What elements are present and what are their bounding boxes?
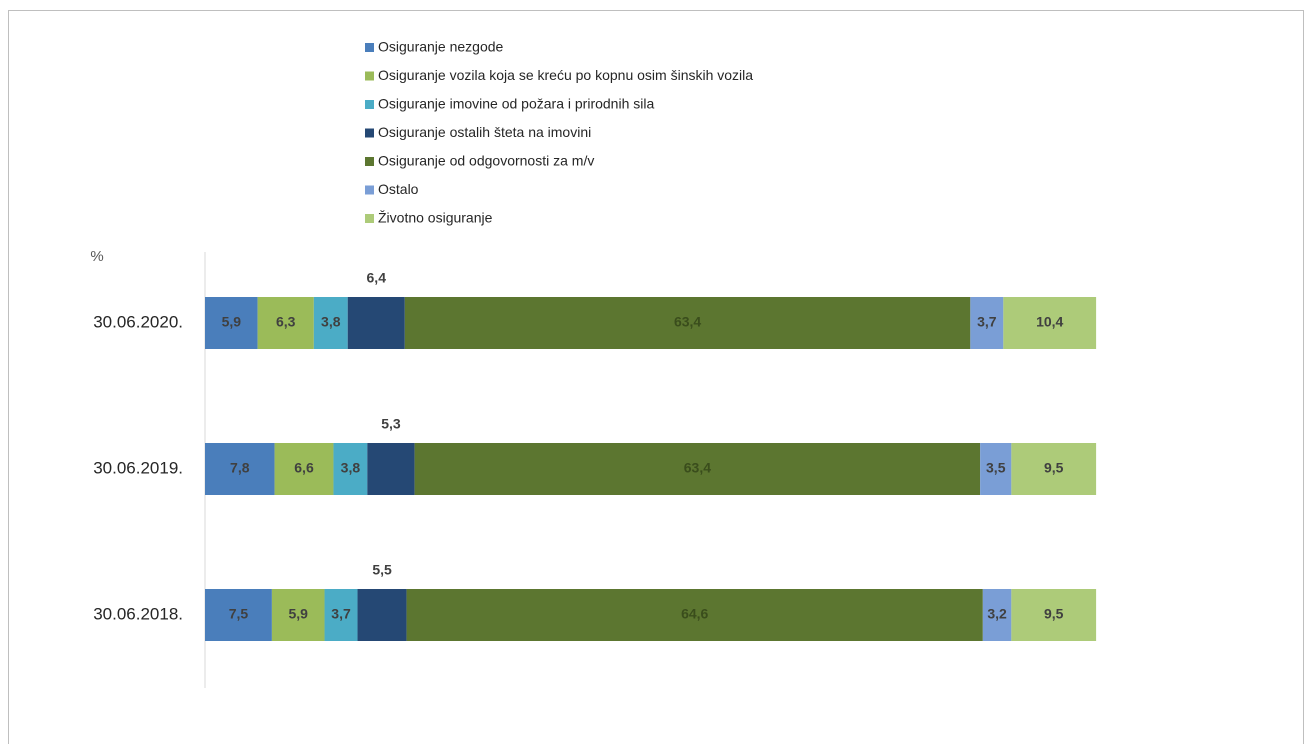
- legend-swatch: [365, 214, 374, 223]
- frame: [8, 10, 1304, 749]
- bar-segment: [205, 589, 272, 641]
- legend-swatch: [365, 185, 374, 195]
- bar-segment: [414, 443, 981, 495]
- category-label: 30.06.2018.: [93, 604, 183, 623]
- bar-segment: [980, 443, 1012, 495]
- bar-segment: [274, 443, 334, 495]
- value-label: 5,5: [372, 562, 392, 578]
- legend-label: Osiguranje nezgode: [378, 39, 504, 55]
- value-label: 3,5: [986, 460, 1006, 476]
- axis-unit: %: [90, 248, 103, 265]
- legend-label: Osiguranje vozila koja se kreću po kopnu…: [378, 67, 753, 83]
- legend-swatch: [365, 157, 374, 166]
- value-label: 6,6: [294, 460, 314, 476]
- bar-segment: [404, 297, 971, 349]
- bar-segment: [313, 297, 348, 349]
- bar-segment: [367, 443, 415, 495]
- legend-label: Osiguranje od odgovornosti za m/v: [378, 153, 594, 169]
- value-label: 64,6: [681, 606, 708, 622]
- bar-segment: [257, 297, 314, 349]
- legend-label: Životno osiguranje: [378, 210, 493, 226]
- value-label: 3,8: [341, 460, 361, 476]
- value-label: 9,5: [1044, 460, 1064, 476]
- value-label: 63,4: [684, 460, 711, 476]
- legend-label: Osiguranje imovine od požara i prirodnih…: [378, 96, 654, 112]
- legend-swatch: [365, 100, 374, 109]
- bar-segment: [333, 443, 368, 495]
- bar-segment: [1011, 443, 1097, 495]
- value-label: 9,5: [1044, 606, 1064, 622]
- bar-segment: [357, 589, 407, 641]
- value-label: 3,8: [321, 314, 341, 330]
- bar-segment: [205, 297, 258, 349]
- bar-segment: [1003, 297, 1097, 349]
- value-label: 6,4: [367, 270, 387, 286]
- legend-label: Osiguranje ostalih šteta na imovini: [378, 124, 591, 140]
- value-label: 3,2: [987, 606, 1007, 622]
- value-label: 7,8: [230, 460, 250, 476]
- value-label: 3,7: [977, 314, 997, 330]
- legend-swatch: [365, 71, 374, 81]
- value-label: 63,4: [674, 314, 701, 330]
- value-label: 7,5: [229, 606, 249, 622]
- bar-segment: [1011, 589, 1097, 641]
- bar-segment: [406, 589, 983, 641]
- category-label: 30.06.2020.: [93, 312, 183, 331]
- value-label: 5,3: [381, 416, 401, 432]
- legend-swatch: [365, 128, 374, 138]
- bar-segment: [271, 589, 325, 641]
- bar-segment: [970, 297, 1004, 349]
- value-label: 10,4: [1036, 314, 1063, 330]
- category-label: 30.06.2019.: [93, 458, 183, 477]
- value-label: 5,9: [288, 606, 308, 622]
- legend-swatch: [365, 43, 374, 52]
- bar-segment: [347, 297, 405, 349]
- bar-segment: [324, 589, 358, 641]
- bar-segment: [982, 589, 1012, 641]
- legend-label: Ostalo: [378, 181, 419, 197]
- value-label: 6,3: [276, 314, 296, 330]
- bar-segment: [205, 443, 275, 495]
- value-label: 5,9: [222, 314, 242, 330]
- value-label: 3,7: [331, 606, 351, 622]
